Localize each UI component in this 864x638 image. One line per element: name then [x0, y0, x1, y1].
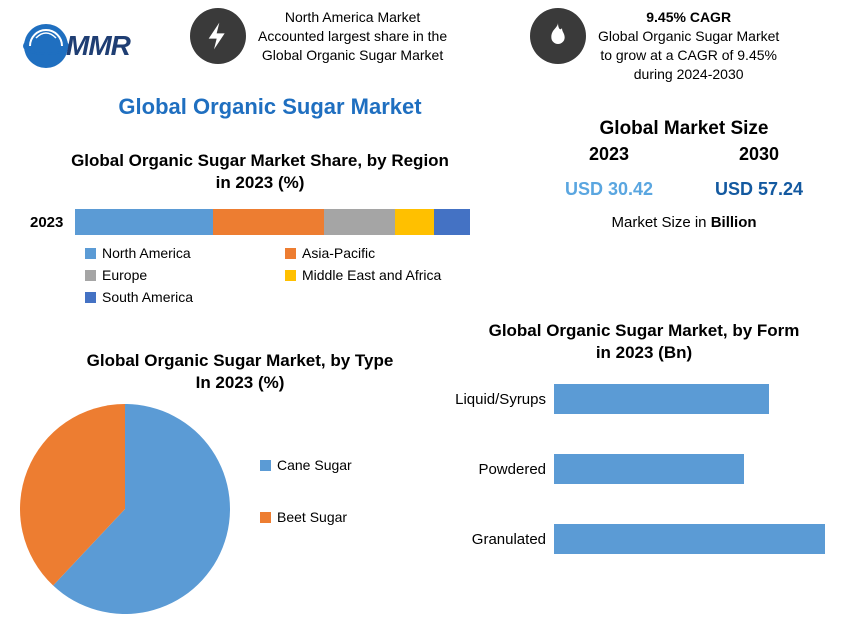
legend-label: Cane Sugar	[277, 457, 352, 473]
legend-swatch	[260, 512, 271, 523]
main-title: Global Organic Sugar Market	[60, 94, 480, 120]
hbar-label: Liquid/Syrups	[444, 391, 554, 408]
legend-swatch	[260, 460, 271, 471]
legend-item: South America	[85, 289, 285, 305]
region-stacked-bar	[75, 209, 470, 235]
flame-icon	[530, 8, 586, 64]
legend-swatch	[285, 270, 296, 281]
hbar-area	[554, 454, 834, 484]
legend-item: Beet Sugar	[260, 509, 352, 525]
stat1-line1: North America Market	[258, 8, 447, 27]
legend-item: Europe	[85, 267, 285, 283]
ms-unit-prefix: Market Size in	[611, 214, 710, 231]
region-seg	[324, 209, 395, 235]
stat2-line3: during 2024-2030	[598, 65, 779, 84]
hbar-title-l2: in 2023 (Bn)	[444, 342, 844, 364]
legend-item: North America	[85, 245, 285, 261]
legend-label: North America	[102, 245, 191, 261]
hbar-chart-block: Global Organic Sugar Market, by Form in …	[444, 320, 844, 594]
region-seg	[395, 209, 435, 235]
region-seg	[213, 209, 324, 235]
hbar-title-l1: Global Organic Sugar Market, by Form	[444, 320, 844, 342]
pie-title-l2: In 2023 (%)	[20, 372, 460, 394]
hbar-rows: Liquid/Syrups Powdered Granulated	[444, 384, 844, 554]
hbar-row: Granulated	[444, 524, 844, 554]
hbar-label: Powdered	[444, 461, 554, 478]
pie-legend: Cane Sugar Beet Sugar	[260, 457, 352, 561]
stat2-line1: Global Organic Sugar Market	[598, 27, 779, 46]
region-seg	[434, 209, 470, 235]
ms-year-a: 2023	[589, 144, 629, 165]
legend-item: Middle East and Africa	[285, 267, 485, 283]
legend-label: Beet Sugar	[277, 509, 347, 525]
legend-swatch	[85, 248, 96, 259]
hbar	[554, 524, 825, 554]
hbar-row: Powdered	[444, 454, 844, 484]
pie-chart-block: Global Organic Sugar Market, by Type In …	[20, 350, 460, 614]
pie-svg	[20, 404, 230, 614]
hbar	[554, 384, 769, 414]
stat2-headline: 9.45% CAGR	[598, 8, 779, 27]
stat1-line2: Accounted largest share in the	[258, 27, 447, 46]
stat-north-america: North America Market Accounted largest s…	[190, 8, 530, 84]
hbar-row: Liquid/Syrups	[444, 384, 844, 414]
region-year-label: 2023	[30, 214, 75, 231]
stat1-line3: Global Organic Sugar Market	[258, 46, 447, 65]
stat-cagr: 9.45% CAGR Global Organic Sugar Market t…	[530, 8, 840, 84]
ms-value-a: USD 30.42	[565, 179, 653, 200]
pie-title-l1: Global Organic Sugar Market, by Type	[20, 350, 460, 372]
ms-unit-bold: Billion	[711, 214, 757, 231]
stat2-line2: to grow at a CAGR of 9.45%	[598, 46, 779, 65]
ms-year-b: 2030	[739, 144, 779, 165]
hbar-label: Granulated	[444, 531, 554, 548]
hbar-area	[554, 524, 834, 554]
region-chart: Global Organic Sugar Market Share, by Re…	[30, 150, 490, 305]
legend-swatch	[285, 248, 296, 259]
region-seg	[75, 209, 213, 235]
legend-label: Asia-Pacific	[302, 245, 375, 261]
hbar-area	[554, 384, 834, 414]
market-size-block: Global Market Size 2023 2030 USD 30.42 U…	[534, 118, 834, 231]
mmr-logo: MMR	[20, 8, 190, 84]
legend-swatch	[85, 292, 96, 303]
region-title-l1: Global Organic Sugar Market Share, by Re…	[30, 150, 490, 172]
region-legend: North America Asia-Pacific Europe Middle Ea…	[85, 245, 490, 305]
legend-label: Europe	[102, 267, 147, 283]
legend-item: Asia-Pacific	[285, 245, 485, 261]
region-title-l2: in 2023 (%)	[30, 172, 490, 194]
legend-label: Middle East and Africa	[302, 267, 441, 283]
logo-text: MMR	[66, 30, 130, 62]
ms-value-b: USD 57.24	[715, 179, 803, 200]
bolt-icon	[190, 8, 246, 64]
market-size-title: Global Market Size	[534, 118, 834, 140]
legend-swatch	[85, 270, 96, 281]
hbar	[554, 454, 744, 484]
legend-item: Cane Sugar	[260, 457, 352, 473]
legend-label: South America	[102, 289, 193, 305]
